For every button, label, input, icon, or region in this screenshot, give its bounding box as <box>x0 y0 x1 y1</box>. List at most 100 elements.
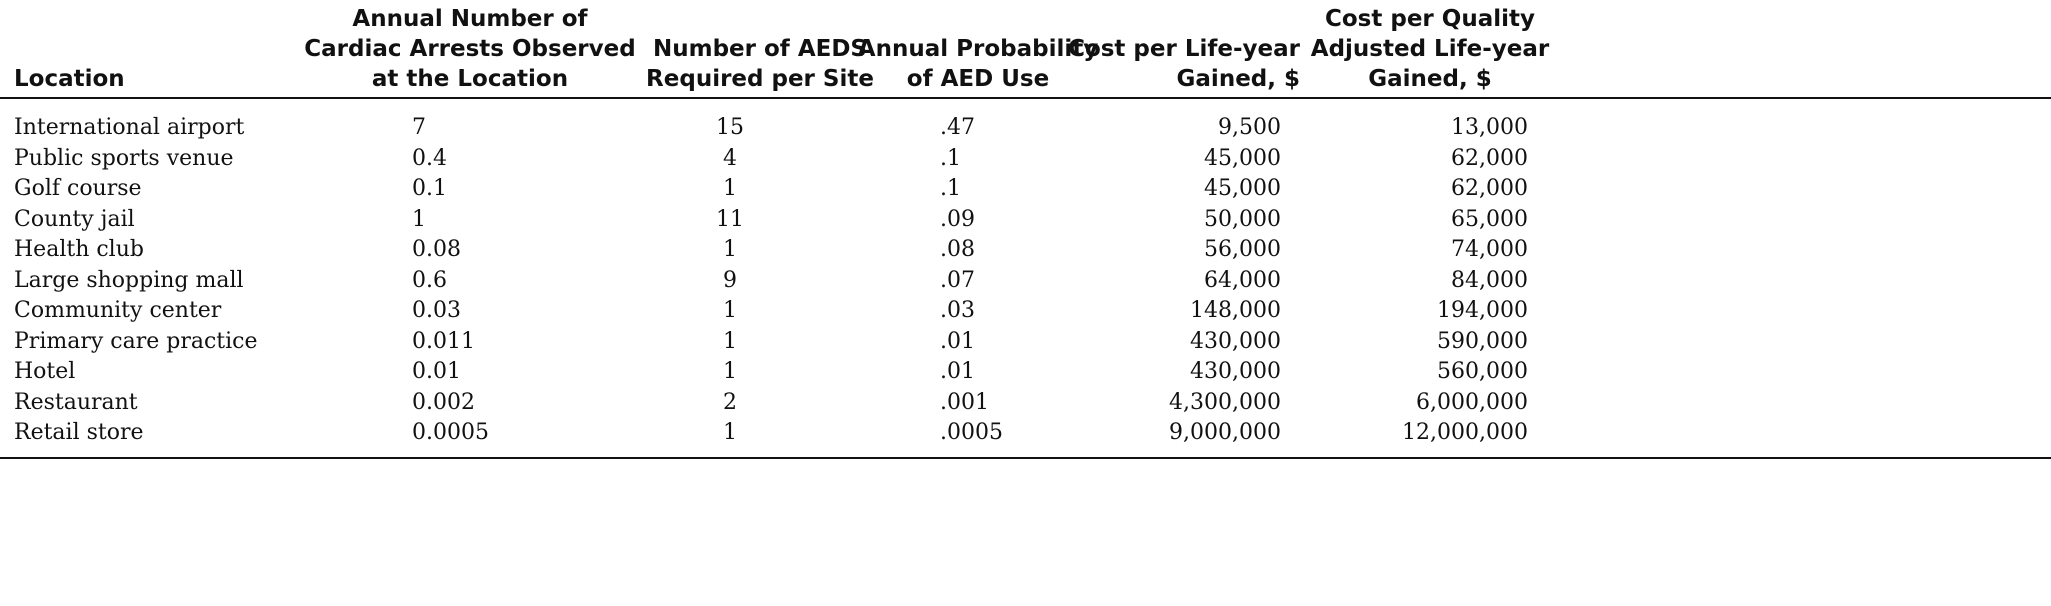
cell-location: Primary care practice <box>14 328 258 354</box>
cell-aeds: 9 <box>723 267 737 293</box>
cell-probability: .0005 <box>940 420 1003 445</box>
table-row: Primary care practice 0.011 1 .01 430,00… <box>0 327 2051 358</box>
header-line: Cardiac Arrests Observed <box>304 36 636 62</box>
cell-location: Large shopping mall <box>14 267 244 293</box>
cell-location: Golf course <box>14 176 142 201</box>
table-row: Golf course 0.1 1 .1 45,000 62,000 <box>0 174 2051 205</box>
cell-probability: .03 <box>940 298 975 323</box>
cell-probability: .01 <box>940 359 975 384</box>
cell-arrests: 0.1 <box>412 176 447 201</box>
header-line: Required per Site <box>646 66 874 92</box>
header-line: Adjusted Life-year <box>1310 36 1550 62</box>
cell-location: Hotel <box>14 359 76 384</box>
cell-cost-life-year: 56,000 <box>1204 237 1281 262</box>
table-row: Community center 0.03 1 .03 148,000 194,… <box>0 296 2051 327</box>
cell-location: Community center <box>14 298 222 323</box>
cell-arrests: 0.6 <box>412 267 447 293</box>
cell-arrests: 0.01 <box>412 359 461 384</box>
cell-location: Health club <box>14 237 144 262</box>
table-row: Large shopping mall 0.6 9 .07 64,000 84,… <box>0 266 2051 297</box>
header-annual-probability: Annual Probability of AED Use <box>848 34 1108 94</box>
header-line: Number of AEDS <box>653 36 867 62</box>
cell-probability: .09 <box>940 206 975 232</box>
cell-cost-life-year: 430,000 <box>1190 359 1281 384</box>
header-line: Annual Probability <box>857 36 1099 62</box>
header-location-label: Location <box>14 66 125 92</box>
cell-probability: .001 <box>940 389 989 415</box>
cell-cost-life-year: 9,000,000 <box>1169 420 1281 445</box>
header-cost-per-qaly: Cost per Quality Adjusted Life-year Gain… <box>1290 4 1570 94</box>
cell-arrests: 0.011 <box>412 328 475 354</box>
cell-probability: .08 <box>940 237 975 262</box>
cell-aeds: 1 <box>723 298 737 323</box>
cell-cost-qaly: 13,000 <box>1451 115 1528 140</box>
header-line: at the Location <box>371 66 569 92</box>
cell-probability: .1 <box>940 145 961 171</box>
header-cost-per-life-year: Cost per Life-year Gained, $ <box>1060 34 1300 94</box>
cell-location: County jail <box>14 206 135 232</box>
cell-cost-qaly: 590,000 <box>1437 328 1528 354</box>
cell-probability: .07 <box>940 267 975 293</box>
header-location: Location <box>14 64 314 94</box>
cell-probability: .1 <box>940 176 961 201</box>
cell-cost-life-year: 9,500 <box>1218 115 1281 140</box>
cell-probability: .47 <box>940 115 975 140</box>
cell-aeds: 1 <box>723 359 737 384</box>
cell-aeds: 4 <box>723 145 737 171</box>
cell-aeds: 1 <box>723 328 737 354</box>
cell-cost-qaly: 65,000 <box>1451 206 1528 232</box>
cell-cost-life-year: 45,000 <box>1204 176 1281 201</box>
cell-aeds: 1 <box>723 176 737 201</box>
table-row: Health club 0.08 1 .08 56,000 74,000 <box>0 235 2051 266</box>
table-row: Retail store 0.0005 1 .0005 9,000,000 12… <box>0 418 2051 449</box>
table-row: Hotel 0.01 1 .01 430,000 560,000 <box>0 357 2051 388</box>
header-line: Cost per Quality <box>1325 6 1535 32</box>
cell-location: International airport <box>14 115 245 140</box>
cell-cost-life-year: 4,300,000 <box>1169 389 1281 415</box>
cell-cost-life-year: 50,000 <box>1204 206 1281 232</box>
table-row: Public sports venue 0.4 4 .1 45,000 62,0… <box>0 144 2051 175</box>
header-line: Cost per Life-year <box>1068 36 1300 62</box>
table-row: International airport 7 15 .47 9,500 13,… <box>0 113 2051 144</box>
cell-cost-qaly: 6,000,000 <box>1416 389 1528 415</box>
cell-cost-life-year: 45,000 <box>1204 145 1281 171</box>
header-aeds-required: Number of AEDS Required per Site <box>590 34 930 94</box>
cell-cost-qaly: 560,000 <box>1437 359 1528 384</box>
table-body: International airport 7 15 .47 9,500 13,… <box>0 113 2051 449</box>
cell-probability: .01 <box>940 328 975 354</box>
cell-arrests: 0.03 <box>412 298 461 323</box>
cell-aeds: 15 <box>716 115 744 140</box>
cell-cost-life-year: 148,000 <box>1190 298 1281 323</box>
header-line: Gained, $ <box>1176 66 1300 92</box>
cell-aeds: 11 <box>716 206 744 232</box>
header-annual-arrests: Annual Number of Cardiac Arrests Observe… <box>260 4 680 94</box>
table-row: County jail 1 11 .09 50,000 65,000 <box>0 205 2051 236</box>
cell-cost-qaly: 84,000 <box>1451 267 1528 293</box>
cell-aeds: 1 <box>723 420 737 445</box>
cell-arrests: 1 <box>412 206 426 232</box>
header-rule <box>0 97 2051 99</box>
cell-location: Retail store <box>14 420 144 445</box>
cell-arrests: 7 <box>412 115 426 140</box>
cell-cost-life-year: 430,000 <box>1190 328 1281 354</box>
cell-aeds: 2 <box>723 389 737 415</box>
cell-cost-qaly: 74,000 <box>1451 237 1528 262</box>
cell-cost-qaly: 62,000 <box>1451 176 1528 201</box>
cell-aeds: 1 <box>723 237 737 262</box>
header-line: Gained, $ <box>1368 66 1492 92</box>
cell-arrests: 0.002 <box>412 389 475 415</box>
header-line: Annual Number of <box>352 6 588 32</box>
cell-cost-life-year: 64,000 <box>1204 267 1281 293</box>
table-bottom-rule <box>0 457 2051 459</box>
cell-location: Public sports venue <box>14 145 234 171</box>
cell-arrests: 0.08 <box>412 237 461 262</box>
cell-arrests: 0.4 <box>412 145 447 171</box>
cell-arrests: 0.0005 <box>412 420 489 445</box>
header-line: of AED Use <box>906 66 1050 92</box>
cell-cost-qaly: 194,000 <box>1437 298 1528 323</box>
cell-location: Restaurant <box>14 389 138 415</box>
cell-cost-qaly: 12,000,000 <box>1402 420 1528 445</box>
table-row: Restaurant 0.002 2 .001 4,300,000 6,000,… <box>0 388 2051 419</box>
cell-cost-qaly: 62,000 <box>1451 145 1528 171</box>
